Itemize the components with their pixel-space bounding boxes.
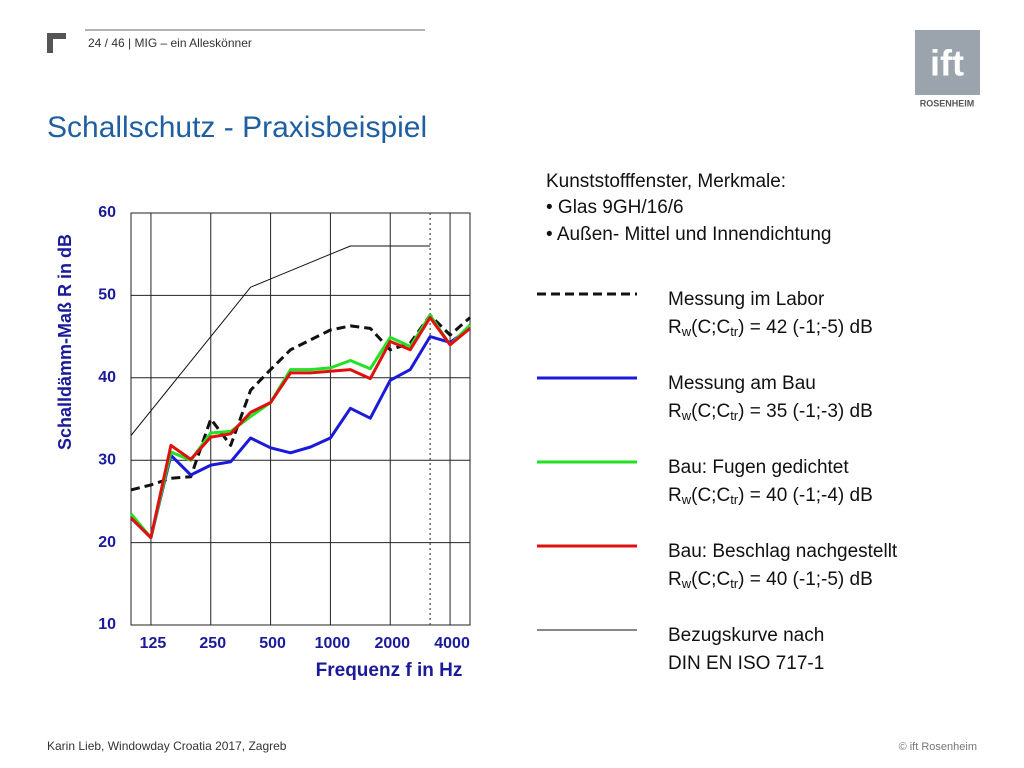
rating-part: tr bbox=[730, 324, 739, 339]
logo: ift bbox=[930, 43, 964, 84]
legend-rating: Rw(C;Ctr) = 40 (-1;-4) dB bbox=[668, 485, 873, 507]
rating-part: w bbox=[681, 324, 692, 339]
x-tick-label: 500 bbox=[259, 635, 286, 652]
rating-part: tr bbox=[730, 492, 739, 507]
rating-part: tr bbox=[730, 408, 739, 423]
legend-label: Messung am Bau bbox=[668, 373, 816, 394]
legend-label: Bezugskurve nach bbox=[668, 625, 824, 646]
rating-part: tr bbox=[730, 576, 739, 591]
description: • Glas 9GH/16/6 bbox=[546, 197, 684, 218]
rating-part: R bbox=[668, 401, 682, 422]
y-tick-label: 30 bbox=[98, 451, 116, 468]
x-axis-label: Frequenz f in Hz bbox=[316, 660, 463, 681]
slide-title: Schallschutz - Praxisbeispiel bbox=[47, 111, 427, 144]
rating-part: ) = 35 (-1;-3) dB bbox=[738, 401, 873, 422]
footer: Karin Lieb, Windowday Croatia 2017, Zagr… bbox=[47, 739, 287, 753]
rating-part: ) = 40 (-1;-4) dB bbox=[738, 485, 873, 506]
y-axis-label: Schalldämm-Maß R in dB bbox=[55, 234, 75, 450]
series-line bbox=[130, 245, 431, 436]
rating-part: ) = 42 (-1;-5) dB bbox=[738, 317, 873, 338]
y-tick-label: 50 bbox=[98, 287, 116, 304]
x-tick-label: 250 bbox=[199, 635, 226, 652]
legend-label: Bau: Fugen gedichtet bbox=[668, 457, 849, 478]
y-tick-label: 60 bbox=[98, 204, 116, 221]
rating-part: w bbox=[681, 492, 692, 507]
legend-rating: Rw(C;Ctr) = 42 (-1;-5) dB bbox=[668, 317, 873, 339]
rating-part: R bbox=[668, 569, 682, 590]
rating-part: w bbox=[681, 408, 692, 423]
corner-mark bbox=[47, 33, 66, 53]
logo-box bbox=[915, 30, 980, 95]
legend-label: DIN EN ISO 717-1 bbox=[668, 653, 824, 674]
legend-rating: Rw(C;Ctr) = 35 (-1;-3) dB bbox=[668, 401, 873, 423]
series-line bbox=[129, 327, 471, 540]
rating-part: ) = 40 (-1;-5) dB bbox=[738, 569, 873, 590]
rating-part: (C;C bbox=[691, 401, 730, 422]
x-tick-label: 1000 bbox=[315, 635, 351, 652]
y-tick-label: 10 bbox=[98, 616, 116, 633]
legend-label: Messung im Labor bbox=[668, 289, 825, 310]
x-tick-label: 2000 bbox=[374, 635, 410, 652]
rating-part: w bbox=[681, 576, 692, 591]
description: Kunststofffenster, Merkmale: bbox=[546, 171, 786, 192]
description: • Außen- Mittel und Innendichtung bbox=[546, 224, 832, 245]
rating-part: (C;C bbox=[691, 569, 730, 590]
plot-frame bbox=[130, 212, 471, 626]
y-tick-label: 40 bbox=[98, 369, 116, 386]
rating-part: R bbox=[668, 485, 682, 506]
logo-sub: ROSENHEIM bbox=[920, 98, 975, 108]
header: 24 / 46 | MIG – ein Alleskönner bbox=[88, 36, 252, 50]
x-tick-label: 125 bbox=[140, 635, 167, 652]
rating-part: (C;C bbox=[691, 485, 730, 506]
rating-part: R bbox=[668, 317, 682, 338]
legend-label: Bau: Beschlag nachgestellt bbox=[668, 541, 898, 562]
rating-part: (C;C bbox=[691, 317, 730, 338]
x-tick-label: 4000 bbox=[434, 635, 470, 652]
footer: © ift Rosenheim bbox=[899, 741, 977, 753]
legend-rating: Rw(C;Ctr) = 40 (-1;-5) dB bbox=[668, 569, 873, 591]
y-tick-label: 20 bbox=[98, 534, 116, 551]
series-line bbox=[129, 316, 471, 540]
